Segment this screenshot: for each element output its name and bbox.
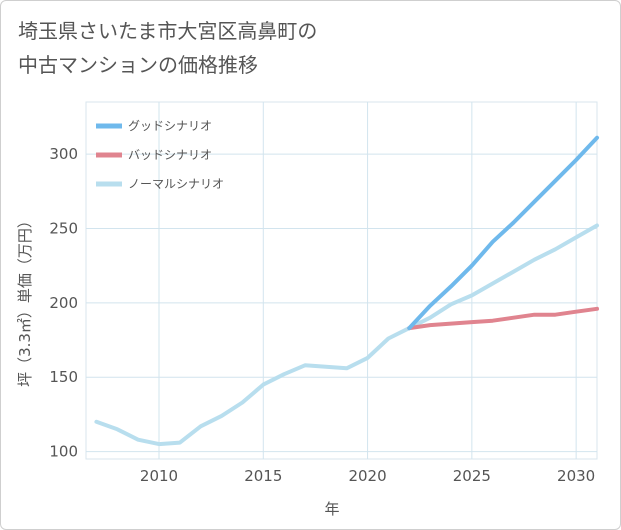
legend-label: バッドシナリオ	[128, 148, 212, 162]
y-axis-label: 坪（3.3㎡）単価（万円）	[16, 213, 34, 387]
series-line-2	[94, 223, 599, 447]
chart-title-line-1: 埼玉県さいたま市大宮区高鼻町の	[18, 19, 318, 43]
x-tick-label: 2025	[453, 467, 491, 485]
y-tick-label: 150	[49, 368, 78, 386]
x-tick-label: 2015	[244, 467, 282, 485]
x-tick-label: 2020	[348, 467, 386, 485]
axes: 2010 2015 2020 2025 2030 100 150 200 250 300	[49, 145, 595, 485]
x-tick-label: 2010	[140, 467, 178, 485]
series-layer	[94, 135, 599, 447]
y-tick-label: 200	[49, 294, 78, 312]
legend-label: ノーマルシナリオ	[128, 177, 224, 191]
grid	[85, 101, 598, 460]
y-tick-label: 300	[49, 145, 78, 163]
series-line-1	[407, 306, 599, 331]
plot-area	[85, 101, 598, 460]
chart-title-line-2: 中古マンションの価格推移	[18, 53, 258, 77]
series-line-0	[407, 135, 599, 331]
y-tick-label: 100	[49, 443, 78, 461]
legend-label: グッドシナリオ	[128, 119, 212, 133]
x-axis-label: 年	[324, 500, 339, 518]
x-tick-label: 2030	[557, 467, 595, 485]
y-tick-label: 250	[49, 219, 78, 237]
chart-title: 埼玉県さいたま市大宮区高鼻町の 中古マンションの価格推移	[18, 14, 317, 82]
